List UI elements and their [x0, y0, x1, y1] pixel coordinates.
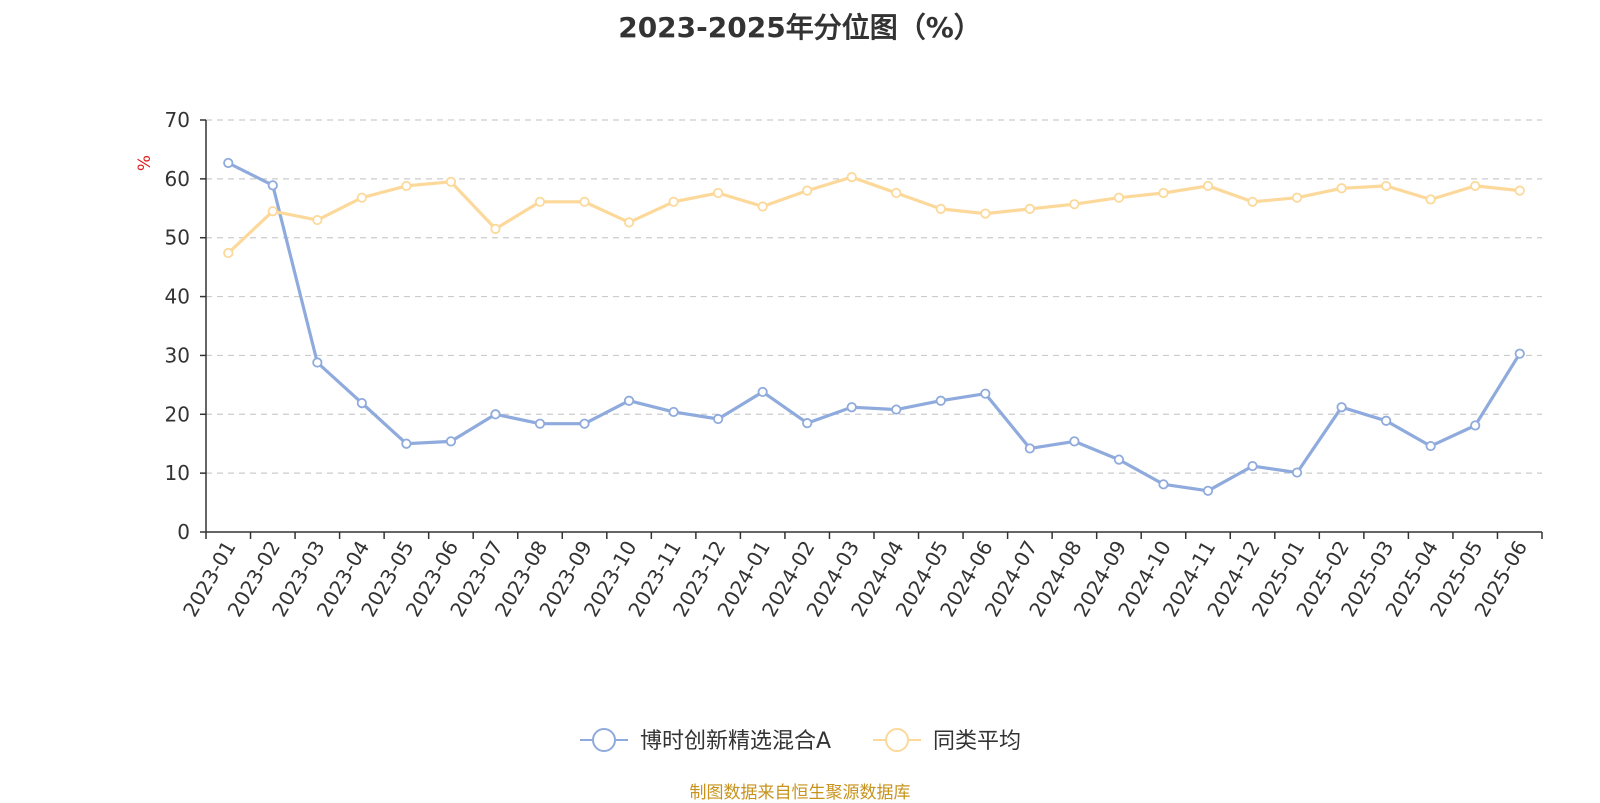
data-point [1381, 180, 1392, 192]
data-point [713, 187, 724, 199]
legend-marker [885, 728, 909, 752]
data-point [356, 192, 367, 203]
data-point [668, 406, 679, 418]
data-point [980, 208, 991, 219]
data-point [1024, 443, 1035, 454]
data-point [757, 386, 768, 398]
data-point [935, 395, 946, 406]
y-tick-label: 30 [165, 343, 190, 367]
data-point [668, 196, 679, 207]
data-point [623, 395, 635, 406]
data-point [757, 201, 768, 212]
data-point [1024, 203, 1035, 214]
series-line-2 [227, 175, 1520, 255]
data-point [846, 402, 857, 413]
y-tick-label: 0 [177, 520, 190, 544]
data-point [1291, 192, 1303, 203]
data-point [445, 436, 457, 447]
data-point [1470, 420, 1481, 431]
data-point [802, 418, 813, 429]
source-note: 制图数据来自恒生聚源数据库 [689, 783, 911, 803]
data-point [1425, 194, 1436, 205]
data-point [713, 413, 724, 425]
data-point [534, 196, 546, 207]
data-point [490, 409, 501, 420]
data-point [1381, 415, 1392, 426]
data-point [1202, 180, 1214, 192]
data-point [579, 196, 590, 207]
data-point [846, 171, 857, 183]
data-point [623, 217, 635, 228]
y-tick-label: 70 [165, 108, 190, 132]
data-point [223, 157, 234, 169]
y-tick-label: 20 [165, 402, 190, 426]
data-point [1158, 479, 1169, 490]
series-line-1 [227, 161, 1522, 493]
chart-title: 2023-2025年分位图（%） [618, 11, 982, 44]
data-point [579, 418, 590, 429]
data-point [935, 203, 946, 214]
data-point [891, 404, 902, 415]
data-point [1113, 192, 1125, 203]
data-point [223, 247, 234, 259]
data-point [1336, 402, 1347, 413]
data-point [312, 357, 323, 368]
data-point [1113, 454, 1125, 465]
data-point [1514, 185, 1525, 196]
data-point [1470, 180, 1481, 192]
data-point [1069, 199, 1080, 210]
y-axis-unit: % [135, 155, 155, 171]
data-point [1069, 436, 1080, 447]
data-point [401, 180, 412, 192]
legend-label: 博时创新精选混合A [640, 729, 831, 754]
y-tick-label: 40 [165, 285, 190, 309]
data-point [267, 206, 278, 217]
data-point [312, 214, 323, 226]
data-point [1247, 460, 1258, 472]
data-point [802, 185, 813, 196]
data-point [490, 223, 501, 234]
data-point [1336, 183, 1347, 194]
data-point [445, 176, 457, 187]
data-point [401, 438, 412, 449]
legend-marker [592, 728, 616, 752]
data-point [1514, 348, 1525, 359]
data-point [1291, 467, 1303, 478]
y-tick-label: 10 [165, 461, 190, 485]
data-point [1247, 196, 1258, 207]
data-point [1202, 485, 1214, 496]
data-point [891, 187, 902, 199]
legend-label: 同类平均 [933, 729, 1021, 754]
y-tick-label: 60 [165, 167, 190, 191]
data-point [1425, 440, 1436, 452]
data-point [980, 388, 991, 399]
data-point [267, 180, 278, 191]
data-point [534, 418, 546, 429]
data-point [356, 398, 367, 409]
y-tick-label: 50 [165, 226, 190, 250]
data-point [1158, 187, 1169, 199]
